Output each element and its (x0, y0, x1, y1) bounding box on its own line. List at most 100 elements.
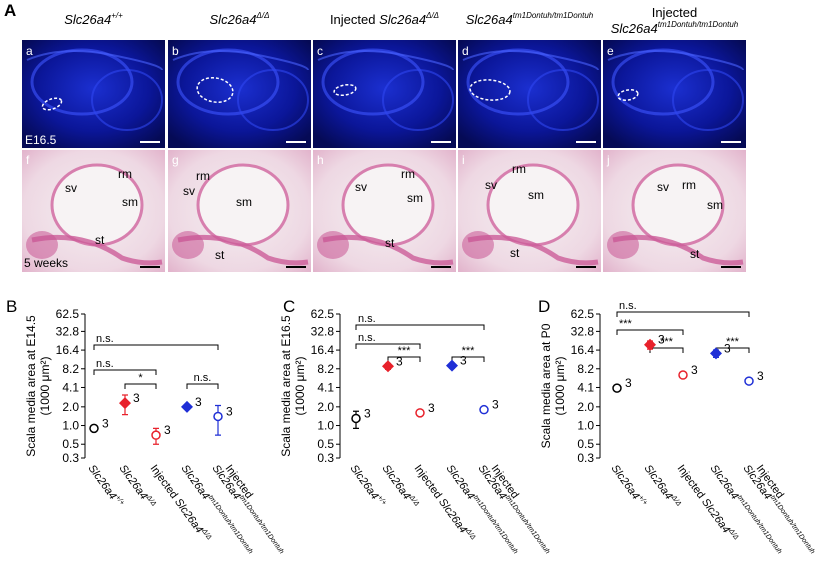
image-label: rm (118, 167, 132, 181)
image-label: st (95, 233, 105, 247)
significance-label: * (138, 372, 143, 384)
tissue-wall (322, 234, 454, 266)
tissue-region (382, 69, 454, 131)
y-tick-label: 2.0 (62, 400, 79, 414)
y-tick-label: 0.5 (317, 437, 334, 451)
data-point (612, 383, 622, 393)
significance-label: n.s. (194, 372, 212, 384)
n-label: 3 (492, 398, 499, 412)
tissue-wall (31, 234, 163, 266)
image-letter: i (462, 153, 465, 167)
significance-label: n.s. (96, 358, 114, 370)
n-label: 3 (364, 406, 371, 420)
data-point (89, 423, 99, 434)
significance-label: n.s. (358, 313, 376, 325)
y-tick-label: 8.2 (62, 362, 79, 376)
image-label: rm (196, 169, 210, 183)
n-label: 3 (691, 363, 698, 377)
category-sup: +/+ (376, 494, 388, 506)
significance-bracket (649, 347, 684, 353)
tissue-region (26, 50, 163, 71)
image-label: sv (355, 180, 367, 194)
significance-label: *** (660, 336, 674, 348)
tissue-wall (612, 234, 744, 266)
tissue-region (317, 50, 454, 71)
y-tick-label: 2.0 (317, 400, 334, 414)
header-gene: Slc26a4 (210, 12, 257, 27)
duct-lumen (341, 163, 435, 247)
n-label: 3 (195, 395, 202, 409)
y-tick-label: 62.5 (311, 307, 335, 321)
tissue-blob (607, 231, 639, 259)
tissue-region (607, 50, 744, 71)
category-gene: Slc26a4 (172, 496, 205, 535)
header-gene: Slc26a4 (64, 12, 111, 27)
tissue-region (672, 69, 744, 131)
image-label: sm (236, 195, 252, 209)
panel-letter: B (6, 297, 17, 316)
header-sup: +/+ (111, 11, 123, 20)
significance-bracket (616, 311, 750, 317)
header-sup: Δ/Δ (256, 11, 270, 20)
header-gene: Slc26a4 (611, 21, 658, 36)
y-tick-label: 32.8 (56, 324, 80, 338)
header-sup: tm1Dontuh/tm1Dontuh (658, 20, 739, 29)
category-gene: Slc26a4 (444, 463, 477, 502)
y-axis-label: Scala media area at P0 (539, 323, 553, 448)
category-gene: Slc26a4 (609, 463, 642, 502)
significance-bracket (93, 369, 157, 375)
x-tick-label: Injected Slc26a4Δ/Δ (675, 462, 740, 545)
n-label: 3 (724, 341, 731, 355)
category-gene: Slc26a4 (642, 463, 675, 502)
header-gene: Slc26a4 (466, 12, 513, 27)
image-label: sm (122, 195, 138, 209)
y-tick-label: 2.0 (577, 400, 594, 414)
tissue-region (466, 48, 570, 116)
image-letter: e (607, 44, 614, 58)
data-point (151, 430, 161, 440)
category-gene: Slc26a4 (699, 496, 732, 535)
n-label: 3 (460, 354, 467, 368)
data-point (119, 397, 131, 410)
image-letter: f (26, 153, 30, 167)
data-point (710, 347, 722, 360)
tissue-blob (462, 231, 494, 259)
category-gene: Slc26a4 (708, 463, 741, 502)
image-label: rm (512, 162, 526, 176)
image-label: E16.5 (25, 133, 57, 147)
tissue-region (91, 69, 163, 131)
tissue-region (172, 50, 309, 71)
data-point (446, 359, 458, 372)
image-label: sm (707, 198, 723, 212)
scala-media-outline (196, 77, 234, 103)
y-tick-label: 0.5 (62, 437, 79, 451)
image-label: sv (485, 178, 497, 192)
tissue-region (527, 69, 599, 131)
y-tick-label: 1.0 (577, 419, 594, 433)
panel-letter: D (538, 297, 550, 316)
category-gene: Slc26a4 (348, 463, 381, 502)
tissue-region (462, 50, 599, 71)
header-prefix: Injected (330, 12, 379, 27)
image-letter: g (172, 153, 179, 167)
category-gene: Slc26a4 (179, 463, 212, 502)
column-header: Slc26a4+/+ (64, 11, 123, 27)
data-point (744, 376, 754, 386)
image-letter: j (606, 153, 610, 167)
category-prefix: Injected (675, 463, 709, 504)
tissue-blob (172, 231, 204, 259)
duct-lumen (486, 163, 580, 247)
significance-label: *** (726, 336, 740, 348)
y-tick-label: 62.5 (56, 307, 80, 321)
image-label: rm (401, 167, 415, 181)
n-label: 3 (396, 354, 403, 368)
y-axis-label: Scala media area at E14.5 (24, 315, 38, 457)
column-header: Slc26a4Δ/Δ (210, 11, 270, 27)
y-axis-unit: (1000 μm²) (38, 357, 52, 416)
y-axis-unit: (1000 μm²) (553, 357, 567, 416)
image-label: st (510, 246, 520, 260)
tissue-region (611, 48, 715, 116)
tissue-wall (467, 234, 599, 266)
panel-letter: C (283, 297, 295, 316)
